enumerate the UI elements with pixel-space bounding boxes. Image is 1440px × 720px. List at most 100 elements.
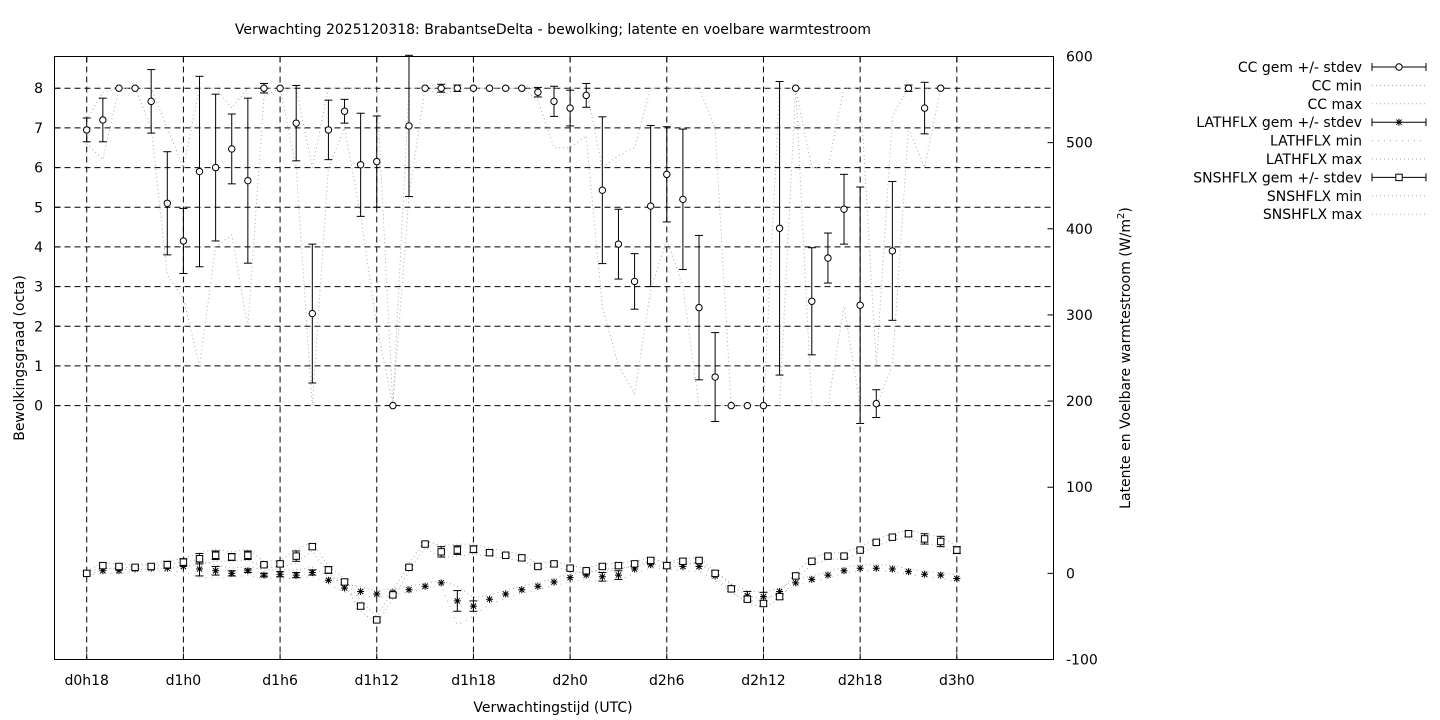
cc-mean-point <box>308 309 317 318</box>
cc-mean-point <box>566 104 574 112</box>
snshflx-mean-point <box>195 555 204 563</box>
y-tick-label: 6 <box>34 161 43 177</box>
lathflx-mean-point <box>840 567 848 575</box>
lathflx-mean-point <box>872 564 880 572</box>
cc-mean-point <box>324 126 333 134</box>
snshflx-mean-point <box>598 562 607 571</box>
snshflx-mean-point <box>421 540 429 548</box>
snshflx-mean-point <box>147 562 155 571</box>
cc-mean-point <box>775 224 784 232</box>
lathflx-mean-point <box>196 565 204 573</box>
legend-label: LATHFLX gem +/- stdev <box>1196 115 1362 131</box>
cc-max-line <box>86 87 941 407</box>
cc-mean-point <box>195 167 204 176</box>
cc-mean-point <box>646 202 655 210</box>
snshflx-mean-point <box>485 548 494 557</box>
snshflx-mean-point <box>453 546 462 554</box>
y-tick-label: 5 <box>34 200 43 216</box>
lathflx-mean-point <box>453 597 461 605</box>
snshflx-mean-point <box>292 552 300 560</box>
snshflx-mean-point <box>163 561 171 569</box>
cc-mean-point <box>131 84 139 92</box>
cc-mean-point <box>920 104 929 112</box>
snshflx-mean-point <box>534 562 542 571</box>
y2-tick-label: 500 <box>1066 136 1093 152</box>
lathflx-mean-point <box>647 561 655 569</box>
cc-mean-point <box>679 195 687 204</box>
snshflx-mean-point <box>179 558 188 566</box>
cc-mean-point <box>937 84 945 92</box>
lathflx-mean-point <box>518 586 526 594</box>
lathflx-mean-point <box>808 575 816 583</box>
cc-mean-point <box>83 126 91 134</box>
snshflx-mean-point <box>550 560 558 568</box>
x-tick-label: d3h0 <box>939 673 975 689</box>
cc-mean-point <box>453 84 462 92</box>
lathflx-mean-point <box>759 593 767 601</box>
y-tick-label: 4 <box>34 240 43 256</box>
grid-lines <box>54 56 1054 660</box>
snshflx-mean-point <box>856 546 864 554</box>
lathflx-mean-point <box>212 567 220 575</box>
cc-mean-point <box>727 401 735 410</box>
snshflx-mean-point <box>389 591 397 599</box>
cc-mean-point <box>630 277 639 286</box>
x-tick-label: d1h0 <box>166 673 202 689</box>
lathflx-mean-point <box>614 571 622 579</box>
snshflx-mean-point <box>211 551 220 559</box>
snshflx-mean-point <box>244 551 252 559</box>
snshflx-mean-point <box>808 557 816 565</box>
cc-mean-point <box>211 163 220 172</box>
snshflx-mean-point <box>131 563 139 572</box>
cc-mean-point <box>421 84 429 92</box>
y-tick-label: 1 <box>34 359 43 375</box>
lathflx-mean-point <box>582 571 590 579</box>
legend-label: LATHFLX max <box>1266 152 1362 168</box>
cc-mean-point <box>663 170 671 179</box>
snshflx-mean-point <box>663 561 671 570</box>
snshflx-mean-point <box>115 562 123 571</box>
cc-mean-point <box>711 373 719 381</box>
cc-mean-point <box>856 301 864 309</box>
snshflx-mean-point <box>759 599 768 608</box>
x-tick-label: d2h12 <box>741 673 785 689</box>
cc-mean-point <box>518 84 526 92</box>
lathflx-mean-point <box>937 571 945 579</box>
plot-frame <box>54 56 1054 660</box>
cc-mean-point <box>228 145 236 153</box>
legend-marker <box>1395 118 1403 126</box>
lathflx-mean-point <box>292 571 300 579</box>
x-tick-label: d1h6 <box>262 673 298 689</box>
lathflx-mean-point <box>534 582 542 590</box>
cc-mean-point <box>808 297 816 305</box>
cc-mean-point <box>598 186 607 194</box>
cc-min-line <box>86 87 942 407</box>
snshflx-mean-point <box>695 556 703 565</box>
snshflx-mean-point <box>260 561 268 569</box>
legend-label: CC gem +/- stdev <box>1238 60 1362 76</box>
snshflx-mean-point <box>501 551 510 559</box>
legend-marker <box>1395 63 1403 71</box>
cc-mean-point <box>534 88 542 96</box>
lathflx-mean-point <box>179 562 187 570</box>
lathflx-mean-point <box>566 574 574 582</box>
x-tick-label: d0h18 <box>64 673 108 689</box>
y2-tick-label: 0 <box>1066 566 1075 582</box>
y2-tick-label: -100 <box>1066 653 1098 669</box>
lathflx-mean-point <box>469 602 477 610</box>
snshflx-mean-point <box>727 585 735 593</box>
snshflx-mean-point <box>83 569 91 578</box>
x-axis-label: Verwachtingstijd (UTC) <box>473 700 632 716</box>
cc-mean-point <box>840 205 848 213</box>
y2-axis-label-main: Latente en Voelbare warmtestroom (W/m <box>1118 219 1134 509</box>
cc-mean-point <box>888 247 897 255</box>
legend-label: SNSHFLX min <box>1267 189 1362 205</box>
cc-mean-point <box>179 237 188 245</box>
snshflx-mean-point <box>614 561 623 570</box>
lathflx-mean-point <box>695 562 703 570</box>
y2-tick-label: 300 <box>1066 308 1093 324</box>
cc-mean-point <box>340 107 349 115</box>
snshflx-mean-point <box>356 602 365 610</box>
snshflx-mean-point <box>518 554 526 562</box>
